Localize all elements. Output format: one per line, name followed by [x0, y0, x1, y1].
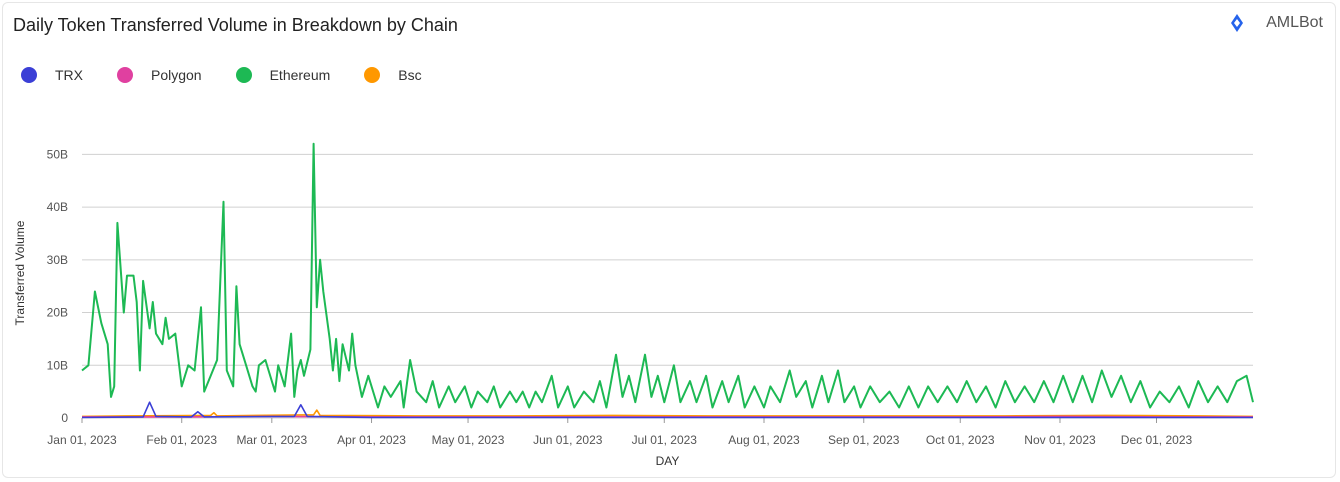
y-axis-label: Transferred Volume	[13, 220, 27, 325]
x-axis-ticks: Jan 01, 2023 Feb 01, 2023 Mar 01, 2023 Apr …	[47, 418, 1193, 447]
y-tick-label: 10B	[47, 358, 68, 372]
legend-item-polygon[interactable]: Polygon	[117, 67, 202, 83]
x-tick-label: Feb 01, 2023	[146, 433, 217, 447]
chart-title: Daily Token Transferred Volume in Breakd…	[13, 15, 458, 35]
y-tick-label: 20B	[47, 306, 68, 320]
legend-item-trx[interactable]: TRX	[21, 67, 83, 83]
x-tick-label: Dec 01, 2023	[1121, 433, 1193, 447]
series-line-bsc[interactable]	[81, 409, 1254, 418]
legend-item-ethereum[interactable]: Ethereum	[235, 67, 331, 83]
y-axis-ticks: 0 10B 20B 30B 40B 50B	[47, 147, 69, 425]
x-tick-label: Apr 01, 2023	[337, 433, 406, 447]
brand-label: AMLBot	[1266, 14, 1323, 31]
series-lines	[81, 142, 1254, 419]
brand[interactable]: AMLBot	[1230, 14, 1323, 32]
legend-dot-bsc	[364, 67, 381, 83]
x-tick-label: Jan 01, 2023	[47, 433, 117, 447]
y-tick-label: 30B	[47, 253, 68, 267]
x-tick-label: Oct 01, 2023	[926, 433, 995, 447]
legend-label-ethereum: Ethereum	[269, 67, 331, 83]
series-line-trx[interactable]	[81, 401, 1253, 419]
legend-item-bsc[interactable]: Bsc	[364, 67, 422, 83]
x-tick-label: May 01, 2023	[432, 433, 505, 447]
legend: TRX Polygon Ethereum Bsc	[21, 67, 456, 83]
y-tick-label: 50B	[47, 147, 68, 161]
legend-dot-ethereum	[235, 67, 252, 83]
amlbot-logo-icon	[1231, 14, 1244, 32]
x-tick-label: Nov 01, 2023	[1024, 433, 1096, 447]
series-line-ethereum[interactable]	[81, 142, 1254, 409]
legend-dot-trx	[21, 67, 37, 83]
x-tick-label: Jun 01, 2023	[533, 433, 603, 447]
x-tick-label: Sep 01, 2023	[828, 433, 900, 447]
legend-dot-polygon	[117, 67, 133, 83]
legend-label-trx: TRX	[55, 67, 83, 83]
x-axis-label: DAY	[656, 454, 680, 468]
y-tick-label: 0	[61, 411, 68, 425]
x-tick-label: Jul 01, 2023	[632, 433, 698, 447]
x-tick-label: Aug 01, 2023	[728, 433, 800, 447]
legend-label-polygon: Polygon	[151, 67, 202, 83]
y-tick-label: 40B	[47, 200, 68, 214]
legend-label-bsc: Bsc	[398, 67, 422, 83]
x-tick-label: Mar 01, 2023	[236, 433, 307, 447]
